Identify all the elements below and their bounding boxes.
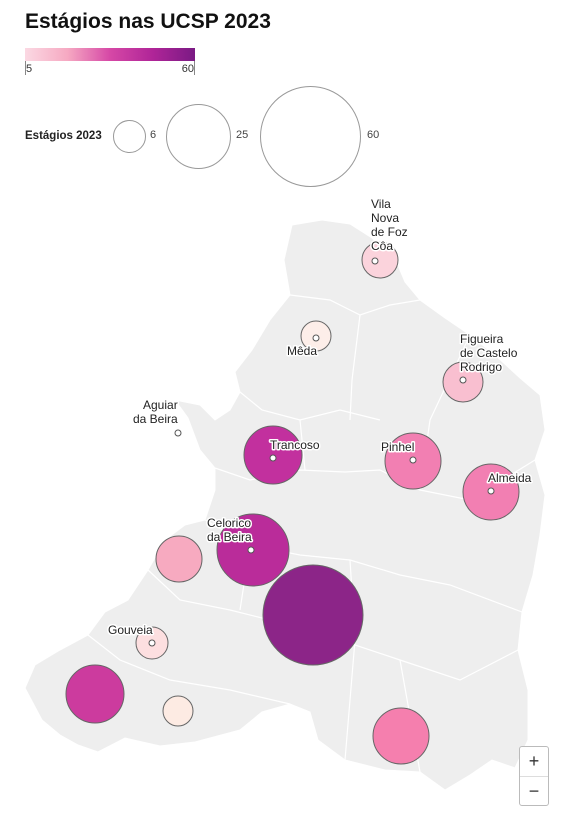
color-scale-min: 5 <box>26 63 33 75</box>
place-bubble[interactable] <box>65 664 125 724</box>
size-legend: Estágios 2023 6 25 60 <box>25 84 445 194</box>
place-bubble[interactable] <box>372 707 430 765</box>
size-legend-circle-small <box>113 120 146 153</box>
label-gouveia: Gouveia <box>108 623 153 637</box>
place-markers <box>148 257 495 647</box>
place-marker <box>409 456 417 464</box>
place-marker <box>459 376 467 384</box>
label-trancoso: Trancoso <box>270 438 320 452</box>
map-title: Estágios nas UCSP 2023 <box>25 10 271 33</box>
place-marker <box>148 639 156 647</box>
color-scale-max: 60 <box>181 63 194 75</box>
label-figueira-de-castelo-rodrigo: Figueira de Castelo Rodrigo <box>460 332 521 374</box>
place-marker <box>312 334 320 342</box>
size-legend-circle-large <box>260 86 361 187</box>
label-vila-nova-de-foz-coa: Vila Nova de Foz Côa <box>371 197 411 253</box>
size-legend-circle-medium <box>166 104 231 169</box>
place-marker <box>174 429 182 437</box>
label-aguiar-da-beira: Aguiar da Beira <box>133 398 181 426</box>
zoom-control: + − <box>519 746 549 806</box>
label-meda: Mêda <box>287 344 317 358</box>
label-almeida: Almeida <box>488 471 532 485</box>
place-bubble[interactable] <box>361 241 399 279</box>
place-marker <box>487 487 495 495</box>
color-scale-ticks: 5 60 <box>25 61 195 75</box>
size-legend-label-medium: 25 <box>236 129 249 141</box>
label-celorico-da-beira: Celorico da Beira <box>207 516 254 544</box>
place-marker <box>269 454 277 462</box>
place-bubble[interactable] <box>262 564 364 666</box>
place-marker <box>371 257 379 265</box>
size-legend-label-small: 6 <box>150 129 157 141</box>
size-legend-title: Estágios 2023 <box>25 130 102 142</box>
zoom-out-button[interactable]: − <box>520 776 548 805</box>
color-scale-legend: 5 60 <box>25 48 195 75</box>
place-bubble[interactable] <box>162 695 194 727</box>
color-scale-bar <box>25 48 195 61</box>
place-marker <box>247 546 255 554</box>
place-bubble[interactable] <box>155 535 203 583</box>
size-legend-label-large: 60 <box>367 129 380 141</box>
label-pinhel: Pinhel <box>381 440 414 454</box>
place-labels: Vila Nova de Foz Côa Mêda Figueira de Ca… <box>107 196 534 639</box>
zoom-in-button[interactable]: + <box>528 751 540 771</box>
